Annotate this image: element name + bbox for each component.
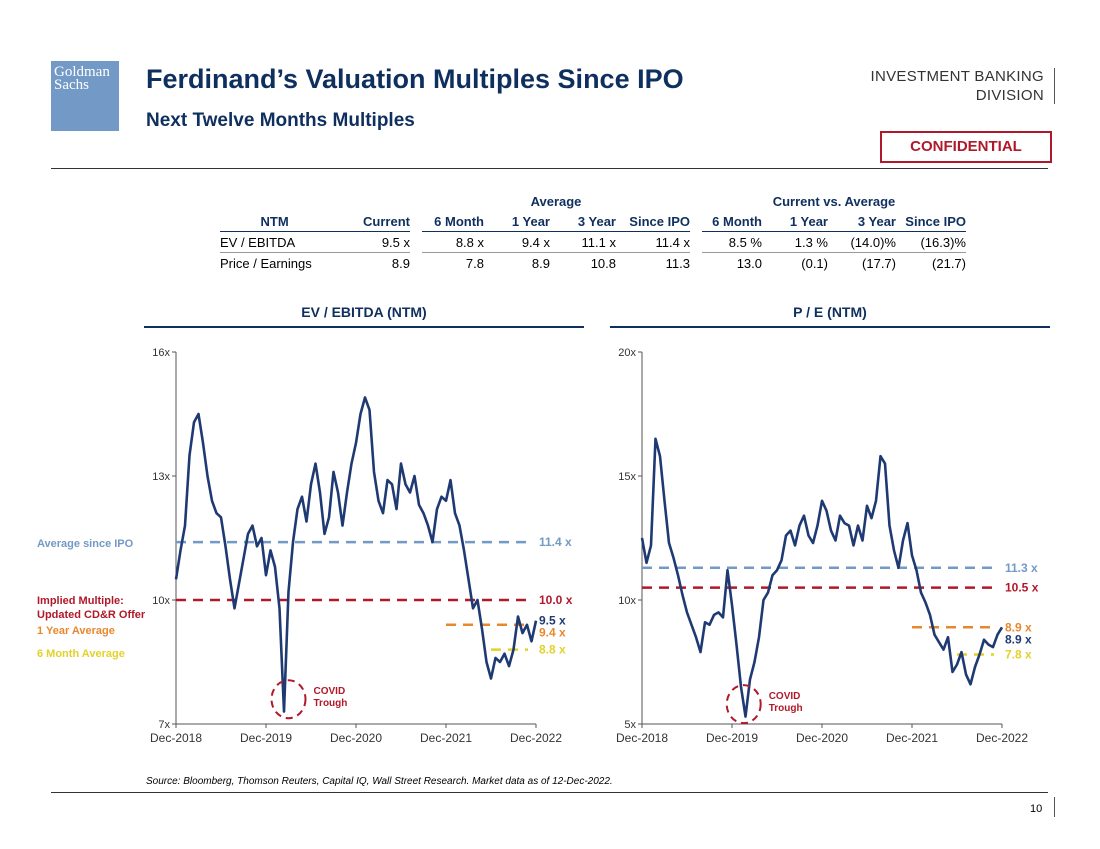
y-tick-label: 13x	[152, 471, 170, 483]
division-label: INVESTMENT BANKING DIVISION	[871, 67, 1044, 105]
legend-implied-line-2: Updated CD&R Offer	[37, 609, 146, 621]
ev-ebitda-chart: 7x 10x 13x 16x Dec-2018 Dec-2019 Dec-2020 Dec-2…	[150, 347, 573, 745]
reference-label-ipo: 11.3 x	[1005, 561, 1038, 575]
chart-title-rule	[610, 326, 1050, 328]
series-line	[640, 437, 1004, 718]
table-cell: 10.8	[590, 255, 616, 271]
group-current-vs-average: Current vs. Average	[772, 193, 896, 209]
table-cell: 11.3	[665, 255, 690, 271]
page-subtitle: Next Twelve Months Multiples	[146, 110, 415, 131]
x-tick-label: Dec-2019	[240, 731, 292, 745]
y-tick-label: 10x	[152, 595, 170, 607]
table-cell: 1.3 %	[762, 231, 828, 253]
x-tick-label: Dec-2022	[976, 731, 1028, 745]
reference-label-implied: 10.0 x	[539, 593, 573, 607]
pe-chart: 5x 10x 15x 20x Dec-2018 Dec-2019 Dec-2020 Dec-2…	[616, 347, 1039, 745]
col-header: 6 Month	[422, 211, 484, 232]
x-tick-label: Dec-2020	[796, 731, 848, 745]
table-cell: 9.4 x	[484, 231, 550, 253]
col-header: 1 Year	[484, 211, 550, 232]
footer-rule	[51, 792, 1048, 793]
table-cell: 8.5 %	[702, 231, 762, 253]
x-tick-label: Dec-2021	[886, 731, 938, 745]
y-tick-label: 10x	[618, 595, 636, 607]
goldman-sachs-logo: Goldman Sachs	[51, 61, 119, 131]
col-header: Since IPO	[616, 211, 690, 232]
table-cell: (17.7)	[862, 255, 896, 271]
table-group-row: Average Current vs. Average	[220, 191, 966, 211]
table-cell: 9.5 x	[329, 231, 410, 253]
col-header: Current	[329, 211, 410, 232]
table-cell: 8.9	[531, 255, 550, 271]
legend-implied-multiple: Implied Multiple: Updated CD&R Offer	[37, 594, 145, 622]
group-average: Average	[530, 193, 582, 209]
covid-label-line-1: COVID	[314, 686, 346, 697]
page-number: 10	[1030, 803, 1043, 815]
chart-title-ev-ebitda: EV / EBITDA (NTM)	[301, 304, 427, 320]
table-cell: (14.0)%	[828, 231, 896, 253]
covid-label-line-1: COVID	[769, 691, 801, 702]
page-title: Ferdinand’s Valuation Multiples Since IP…	[146, 64, 684, 94]
table-cell: (21.7)	[932, 255, 966, 271]
table-cell: 11.1 x	[550, 231, 616, 253]
division-line-1: INVESTMENT BANKING	[870, 68, 1044, 85]
legend-1-year-average: 1 Year Average	[37, 625, 115, 637]
covid-trough-circle	[725, 684, 762, 725]
reference-label-sixmonth: 8.8 x	[539, 643, 566, 657]
chart-title-pe: P / E (NTM)	[793, 304, 867, 320]
y-tick-label: 16x	[152, 347, 170, 359]
x-tick-label: Dec-2020	[330, 731, 382, 745]
series-line	[174, 396, 538, 713]
reference-label-oneyear: 8.9 x	[1005, 620, 1032, 634]
reference-label-sixmonth: 7.8 x	[1005, 648, 1032, 662]
table-cell: 8.9	[391, 255, 410, 271]
x-tick-label: Dec-2018	[616, 731, 668, 745]
table-cell: 11.4 x	[616, 231, 690, 253]
reference-label-current: 9.5 x	[539, 614, 566, 628]
table-cell: (0.1)	[801, 255, 828, 271]
chart-title-rule	[144, 326, 584, 328]
table-cell: Price / Earnings	[220, 255, 312, 271]
legend-6-month-average: 6 Month Average	[37, 648, 125, 660]
col-header: 3 Year	[828, 211, 896, 232]
y-tick-label: 20x	[618, 347, 636, 359]
x-tick-label: Dec-2018	[150, 731, 202, 745]
table-row: EV / EBITDA 9.5 x 8.8 x 9.4 x 11.1 x 11.…	[220, 231, 966, 253]
col-header: 6 Month	[702, 211, 762, 232]
col-header: 1 Year	[762, 211, 828, 232]
x-tick-label: Dec-2021	[420, 731, 472, 745]
col-header: 3 Year	[550, 211, 616, 232]
division-line-2: DIVISION	[975, 87, 1044, 104]
table-cell: EV / EBITDA	[220, 231, 330, 253]
reference-label-oneyear: 9.4 x	[539, 626, 566, 640]
table-cell: 13.0	[736, 255, 762, 271]
legend-average-since-ipo: Average since IPO	[37, 538, 134, 550]
confidential-badge: CONFIDENTIAL	[880, 131, 1052, 163]
x-tick-label: Dec-2019	[706, 731, 758, 745]
covid-label-line-2: Trough	[769, 703, 803, 714]
x-tick-label: Dec-2022	[510, 731, 562, 745]
covid-trough-circle	[270, 679, 307, 720]
y-tick-label: 5x	[624, 719, 636, 731]
table-header-row: NTM Current 6 Month 1 Year 3 Year Since …	[220, 211, 966, 232]
table-row: Price / Earnings 8.9 7.8 8.9 10.8 11.3 1…	[220, 253, 966, 274]
legend-implied-line-1: Implied Multiple:	[37, 595, 124, 607]
reference-label-current: 8.9 x	[1005, 632, 1032, 646]
division-separator	[1054, 68, 1055, 104]
col-header: NTM	[220, 211, 330, 232]
y-tick-label: 7x	[158, 719, 170, 731]
col-header: Since IPO	[896, 211, 966, 232]
header-rule	[51, 168, 1048, 169]
table-cell: 7.8	[465, 255, 484, 271]
y-tick-label: 15x	[618, 471, 636, 483]
source-note: Source: Bloomberg, Thomson Reuters, Capi…	[146, 776, 613, 787]
table-cell: 8.8 x	[422, 231, 484, 253]
covid-label-line-2: Trough	[314, 698, 348, 709]
table-cell: (16.3)%	[896, 231, 966, 253]
reference-label-ipo: 11.4 x	[539, 535, 572, 549]
page-number-separator	[1054, 797, 1055, 817]
multiples-table: Average Current vs. Average NTM Current …	[220, 191, 966, 273]
reference-label-implied: 10.5 x	[1005, 581, 1039, 595]
